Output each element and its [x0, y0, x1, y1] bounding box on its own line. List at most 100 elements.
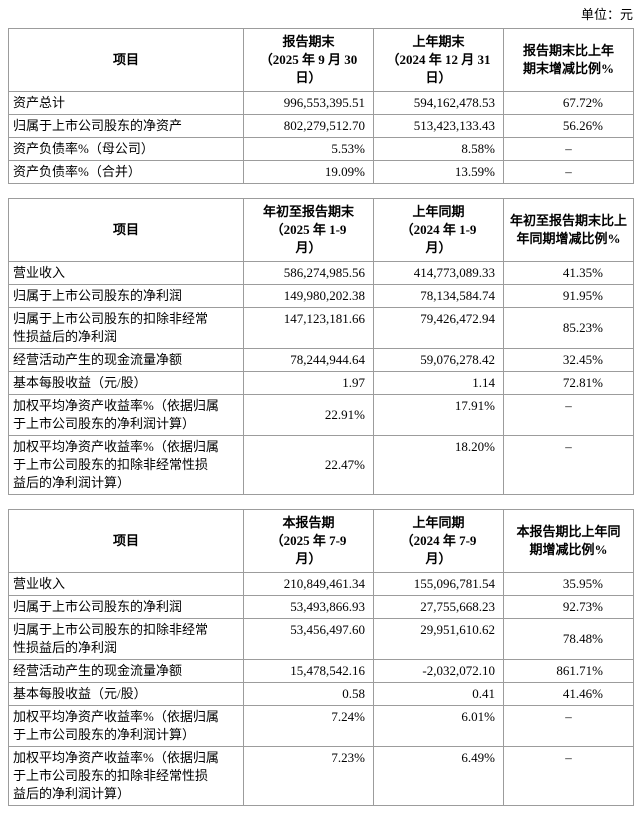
current-period-value: 53,456,497.60: [243, 618, 374, 660]
table-row: 归属于上市公司股东的净利润 53,493,866.93 27,755,668.2…: [8, 595, 634, 619]
prior-period-value: 1.14: [373, 371, 504, 395]
row-label: 归属于上市公司股东的扣除非经常 性损益后的净利润: [8, 307, 244, 349]
ytd-summary-table: 项目 年初至报告期末 （2025 年 1-9 月） 上年同期 （2024 年 1…: [8, 198, 634, 495]
prior-period-value: 6.49%: [373, 746, 504, 806]
header-change-ratio: 本报告期比上年同 期增减比例%: [503, 509, 634, 573]
prior-period-value: 414,773,089.33: [373, 261, 504, 285]
row-label: 归属于上市公司股东的扣除非经常 性损益后的净利润: [8, 618, 244, 660]
row-label: 营业收入: [8, 261, 244, 285]
table-row: 基本每股收益（元/股） 0.58 0.41 41.46%: [8, 682, 634, 706]
row-label: 资产负债率%（母公司）: [8, 137, 244, 161]
header-row: 项目 报告期末 （2025 年 9 月 30 日） 上年期末 （2024 年 1…: [8, 28, 634, 92]
prior-period-value: 13.59%: [373, 160, 504, 184]
current-period-value: 586,274,985.56: [243, 261, 374, 285]
header-change-ratio: 年初至报告期末比上 年同期增减比例%: [503, 198, 634, 262]
row-label: 营业收入: [8, 572, 244, 596]
table-row: 营业收入 586,274,985.56 414,773,089.33 41.35…: [8, 261, 634, 285]
change-ratio-value: 91.95%: [503, 284, 634, 308]
period-end-summary-table: 项目 报告期末 （2025 年 9 月 30 日） 上年期末 （2024 年 1…: [8, 28, 634, 184]
change-ratio-value: –: [503, 394, 634, 436]
row-label: 资产负债率%（合并）: [8, 160, 244, 184]
table-row: 经营活动产生的现金流量净额 15,478,542.16 -2,032,072.1…: [8, 659, 634, 683]
row-label: 基本每股收益（元/股）: [8, 371, 244, 395]
header-item: 项目: [8, 198, 244, 262]
current-period-value: 7.24%: [243, 705, 374, 747]
header-prior-period: 上年同期 （2024 年 1-9 月）: [373, 198, 504, 262]
prior-period-value: -2,032,072.10: [373, 659, 504, 683]
change-ratio-value: –: [503, 160, 634, 184]
prior-period-value: 18.20%: [373, 435, 504, 495]
prior-period-value: 17.91%: [373, 394, 504, 436]
change-ratio-value: 861.71%: [503, 659, 634, 683]
change-ratio-value: 78.48%: [503, 618, 634, 660]
change-ratio-value: –: [503, 435, 634, 495]
prior-period-value: 59,076,278.42: [373, 348, 504, 372]
current-period-value: 53,493,866.93: [243, 595, 374, 619]
change-ratio-value: 32.45%: [503, 348, 634, 372]
unit-label: 单位：元: [580, 7, 633, 22]
current-period-value: 22.91%: [243, 394, 374, 436]
current-period-value: 0.58: [243, 682, 374, 706]
prior-period-value: 78,134,584.74: [373, 284, 504, 308]
table-row: 资产负债率%（母公司） 5.53% 8.58% –: [8, 137, 634, 161]
change-ratio-value: 41.35%: [503, 261, 634, 285]
prior-period-value: 513,423,133.43: [373, 114, 504, 138]
table-row: 加权平均净资产收益率%（依据归属 于上市公司股东的净利润计算） 7.24% 6.…: [8, 705, 634, 747]
prior-period-value: 29,951,610.62: [373, 618, 504, 660]
table-row: 营业收入 210,849,461.34 155,096,781.54 35.95…: [8, 572, 634, 596]
prior-period-value: 8.58%: [373, 137, 504, 161]
current-period-value: 22.47%: [243, 435, 374, 495]
change-ratio-value: –: [503, 746, 634, 806]
prior-period-value: 27,755,668.23: [373, 595, 504, 619]
row-label: 归属于上市公司股东的净利润: [8, 595, 244, 619]
row-label: 加权平均净资产收益率%（依据归属 于上市公司股东的扣除非经常性损 益后的净利润计…: [8, 746, 244, 806]
current-period-value: 1.97: [243, 371, 374, 395]
quarter-summary-table: 项目 本报告期 （2025 年 7-9 月） 上年同期 （2024 年 7-9 …: [8, 509, 634, 806]
current-period-value: 15,478,542.16: [243, 659, 374, 683]
current-period-value: 802,279,512.70: [243, 114, 374, 138]
prior-period-value: 6.01%: [373, 705, 504, 747]
table-row: 加权平均净资产收益率%（依据归属 于上市公司股东的扣除非经常性损 益后的净利润计…: [8, 746, 634, 806]
change-ratio-value: 35.95%: [503, 572, 634, 596]
change-ratio-value: 72.81%: [503, 371, 634, 395]
header-row: 项目 本报告期 （2025 年 7-9 月） 上年同期 （2024 年 7-9 …: [8, 509, 634, 573]
current-period-value: 147,123,181.66: [243, 307, 374, 349]
prior-period-value: 0.41: [373, 682, 504, 706]
current-period-value: 7.23%: [243, 746, 374, 806]
current-period-value: 19.09%: [243, 160, 374, 184]
prior-period-value: 594,162,478.53: [373, 91, 504, 115]
change-ratio-value: –: [503, 705, 634, 747]
row-label: 经营活动产生的现金流量净额: [8, 348, 244, 372]
table-row: 加权平均净资产收益率%（依据归属 于上市公司股东的净利润计算） 22.91% 1…: [8, 394, 634, 436]
current-period-value: 78,244,944.64: [243, 348, 374, 372]
change-ratio-value: 41.46%: [503, 682, 634, 706]
table-row: 归属于上市公司股东的扣除非经常 性损益后的净利润 147,123,181.66 …: [8, 307, 634, 349]
row-label: 归属于上市公司股东的净利润: [8, 284, 244, 308]
change-ratio-value: 56.26%: [503, 114, 634, 138]
header-prior-period: 上年同期 （2024 年 7-9 月）: [373, 509, 504, 573]
prior-period-value: 79,426,472.94: [373, 307, 504, 349]
row-label: 经营活动产生的现金流量净额: [8, 659, 244, 683]
row-label: 加权平均净资产收益率%（依据归属 于上市公司股东的净利润计算）: [8, 394, 244, 436]
table-row: 归属于上市公司股东的扣除非经常 性损益后的净利润 53,456,497.60 2…: [8, 618, 634, 660]
row-label: 资产总计: [8, 91, 244, 115]
row-label: 归属于上市公司股东的净资产: [8, 114, 244, 138]
table-row: 资产负债率%（合并） 19.09% 13.59% –: [8, 160, 634, 184]
table-row: 基本每股收益（元/股） 1.97 1.14 72.81%: [8, 371, 634, 395]
change-ratio-value: 85.23%: [503, 307, 634, 349]
prior-period-value: 155,096,781.54: [373, 572, 504, 596]
header-prior-period: 上年期末 （2024 年 12 月 31 日）: [373, 28, 504, 92]
table-row: 归属于上市公司股东的净利润 149,980,202.38 78,134,584.…: [8, 284, 634, 308]
table-row: 归属于上市公司股东的净资产 802,279,512.70 513,423,133…: [8, 114, 634, 138]
current-period-value: 5.53%: [243, 137, 374, 161]
row-label: 基本每股收益（元/股）: [8, 682, 244, 706]
row-label: 加权平均净资产收益率%（依据归属 于上市公司股东的扣除非经常性损 益后的净利润计…: [8, 435, 244, 495]
table-row: 经营活动产生的现金流量净额 78,244,944.64 59,076,278.4…: [8, 348, 634, 372]
header-row: 项目 年初至报告期末 （2025 年 1-9 月） 上年同期 （2024 年 1…: [8, 198, 634, 262]
table-row: 资产总计 996,553,395.51 594,162,478.53 67.72…: [8, 91, 634, 115]
current-period-value: 996,553,395.51: [243, 91, 374, 115]
header-current-period: 本报告期 （2025 年 7-9 月）: [243, 509, 374, 573]
header-item: 项目: [8, 28, 244, 92]
current-period-value: 149,980,202.38: [243, 284, 374, 308]
change-ratio-value: 92.73%: [503, 595, 634, 619]
